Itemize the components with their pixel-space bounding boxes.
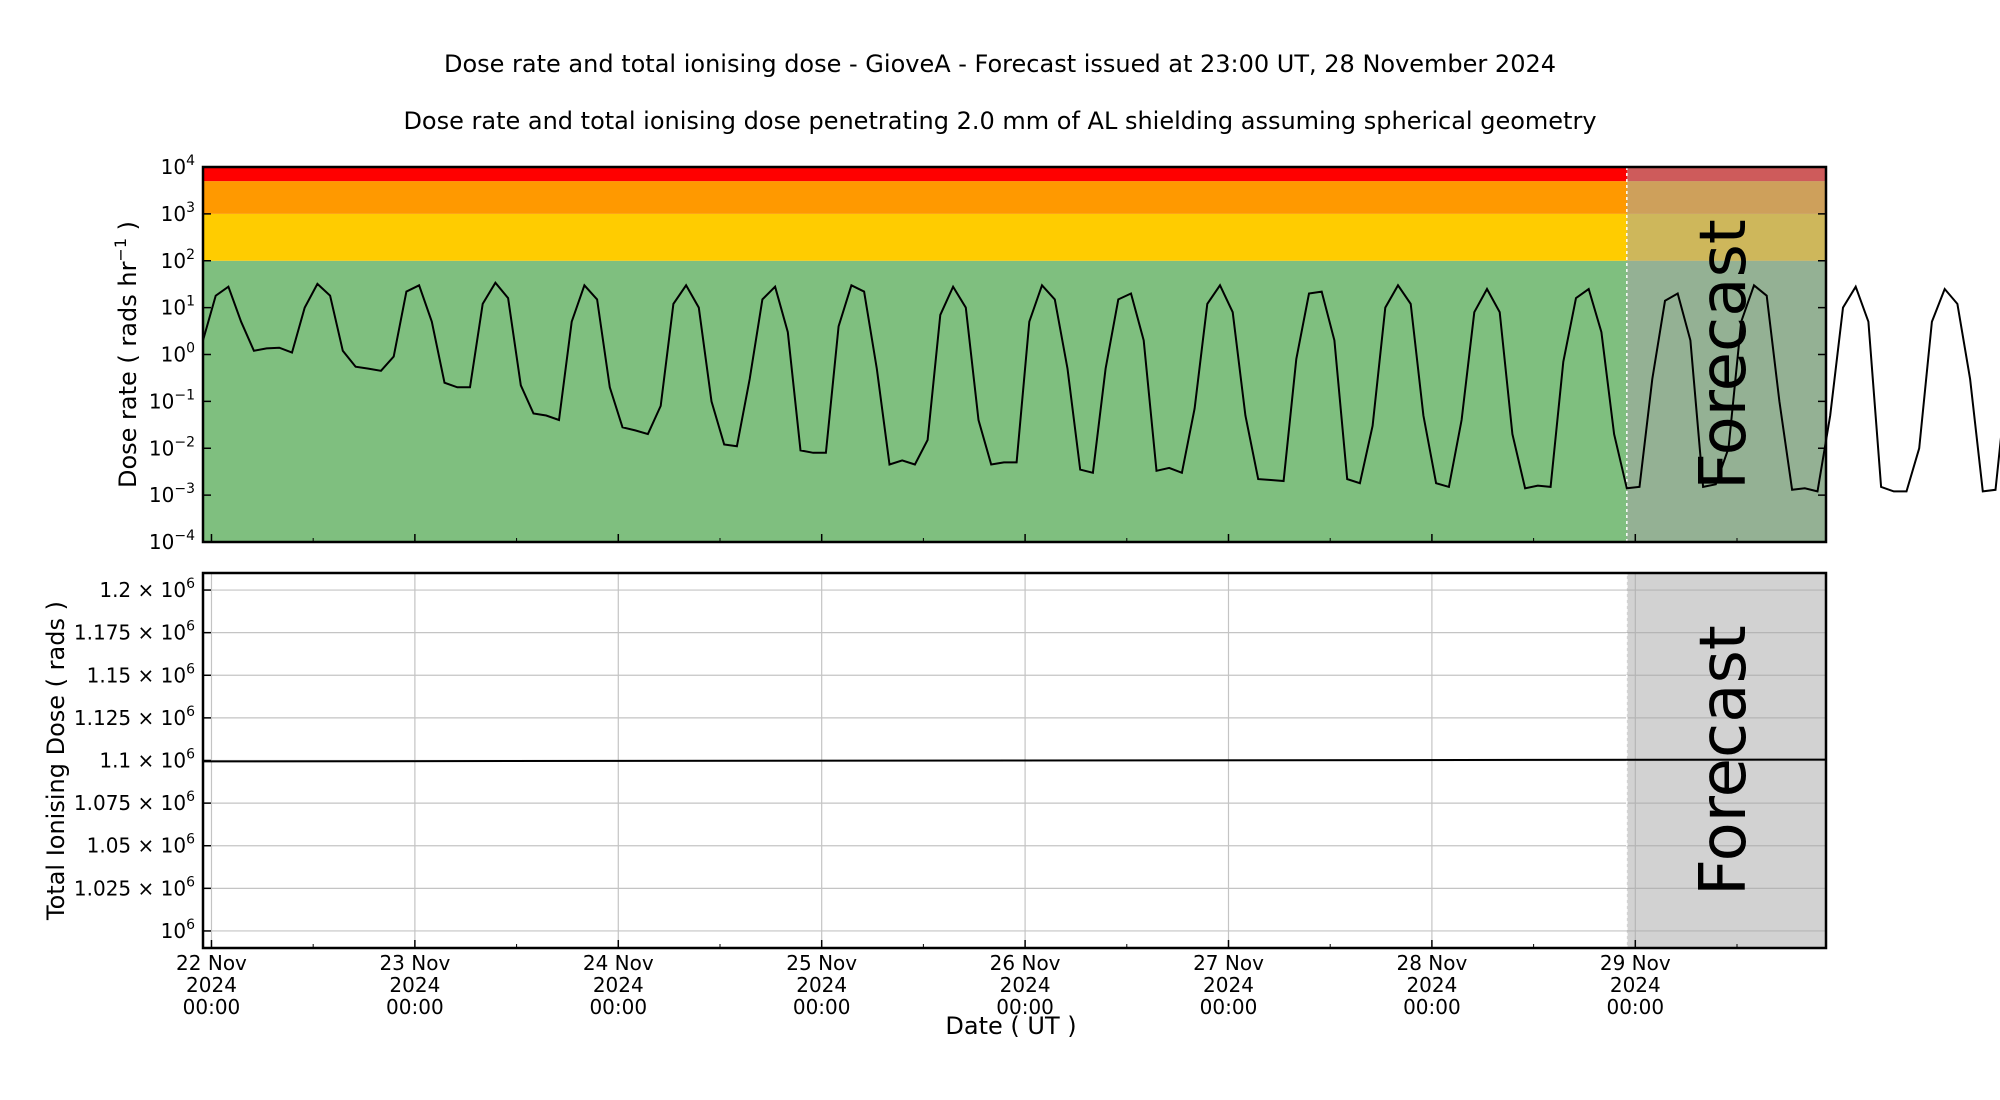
x-tick-label-line: 00:00	[793, 995, 851, 1019]
dose-rate-axes-frame	[201, 165, 1828, 544]
y-tick-label: 1.05 × 106	[87, 832, 195, 858]
chart-title: Dose rate and total ionising dose - Giov…	[444, 50, 1556, 78]
severity-bands	[203, 167, 1826, 542]
x-tick-label-line: 22 Nov	[176, 951, 247, 975]
y-tick-label: 101	[161, 294, 195, 320]
x-tick-label-line: 2024	[593, 973, 644, 997]
y-tick-label: 106	[161, 917, 195, 943]
y-tick-label: 1.1 × 106	[99, 747, 195, 773]
x-tick-label-line: 00:00	[996, 995, 1054, 1019]
x-tick-label-line: 29 Nov	[1600, 951, 1671, 975]
x-tick-label-line: 2024	[389, 973, 440, 997]
x-tick-label-line: 00:00	[1403, 995, 1461, 1019]
x-tick-label-line: 00:00	[589, 995, 647, 1019]
y-tick-label: 10−4	[149, 528, 195, 554]
dose-rate-ylabel: Dose rate ( rads hr−1 )	[111, 221, 142, 488]
x-tick-label-line: 2024	[1406, 973, 1457, 997]
severity-band-0	[203, 260, 1826, 542]
severity-band-1	[203, 213, 1826, 261]
y-tick-label: 1.125 × 106	[74, 704, 195, 730]
y-tick-label: 1.025 × 106	[74, 874, 195, 900]
total-dose-axes-frame	[201, 571, 1828, 950]
x-tick-label-line: 2024	[796, 973, 847, 997]
chart-subtitle: Dose rate and total ionising dose penetr…	[403, 107, 1596, 135]
y-tick-label: 10−2	[149, 434, 195, 460]
y-tick-label: 103	[161, 200, 195, 226]
y-tick-label: 1.2 × 106	[99, 576, 195, 602]
total-dose-line	[202, 758, 1827, 763]
x-tick-label-line: 00:00	[183, 995, 241, 1019]
y-tick-label: 104	[161, 153, 195, 179]
x-tick-label-line: 28 Nov	[1396, 951, 1467, 975]
dose-rate-x-ticks	[210, 534, 1738, 542]
x-tick-label-line: 23 Nov	[379, 951, 450, 975]
dose-rate-y-ticks: 104 103 102 101 100 10−1 10−2 10−3 10−4	[149, 153, 1826, 554]
x-tick-label-line: 00:00	[1606, 995, 1664, 1019]
x-tick-label-line: 27 Nov	[1193, 951, 1264, 975]
y-tick-label: 1.075 × 106	[74, 789, 195, 815]
y-tick-label: 102	[161, 247, 195, 273]
severity-band-3	[203, 167, 1826, 182]
x-tick-label-line: 2024	[186, 973, 237, 997]
x-tick-label-line: 00:00	[1200, 995, 1258, 1019]
x-axis-label: Date ( UT )	[945, 1012, 1076, 1040]
x-tick-label-line: 26 Nov	[990, 951, 1061, 975]
dose-rate-forecast-overlay	[1626, 167, 1826, 542]
severity-band-2	[203, 181, 1826, 214]
y-tick-label: 1.175 × 106	[74, 619, 195, 645]
total-dose-ylabel: Total Ionising Dose ( rads )	[42, 601, 70, 921]
x-tick-label-line: 25 Nov	[786, 951, 857, 975]
x-tick-label-line: 2024	[1000, 973, 1051, 997]
x-tick-label-line: 24 Nov	[583, 951, 654, 975]
y-tick-label: 10−3	[149, 481, 195, 507]
y-tick-label: 1.15 × 106	[87, 661, 195, 687]
x-tick-label-line: 2024	[1610, 973, 1661, 997]
dose-rate-panel: Forecast 104 103 102 101 100 10−1 10−2 10−3 10−4…	[111, 153, 2000, 554]
y-tick-label: 100	[161, 341, 195, 367]
x-tick-label-line: 2024	[1203, 973, 1254, 997]
dose-rate-forecast-label: Forecast	[1687, 219, 1761, 490]
x-tick-label-line: 00:00	[386, 995, 444, 1019]
dose-rate-line	[202, 280, 2000, 493]
y-tick-label: 10−1	[149, 387, 195, 413]
total-dose-y-ticks: 1.2 × 106 1.175 × 106 1.15 × 106 1.125 × 10…	[74, 576, 211, 943]
